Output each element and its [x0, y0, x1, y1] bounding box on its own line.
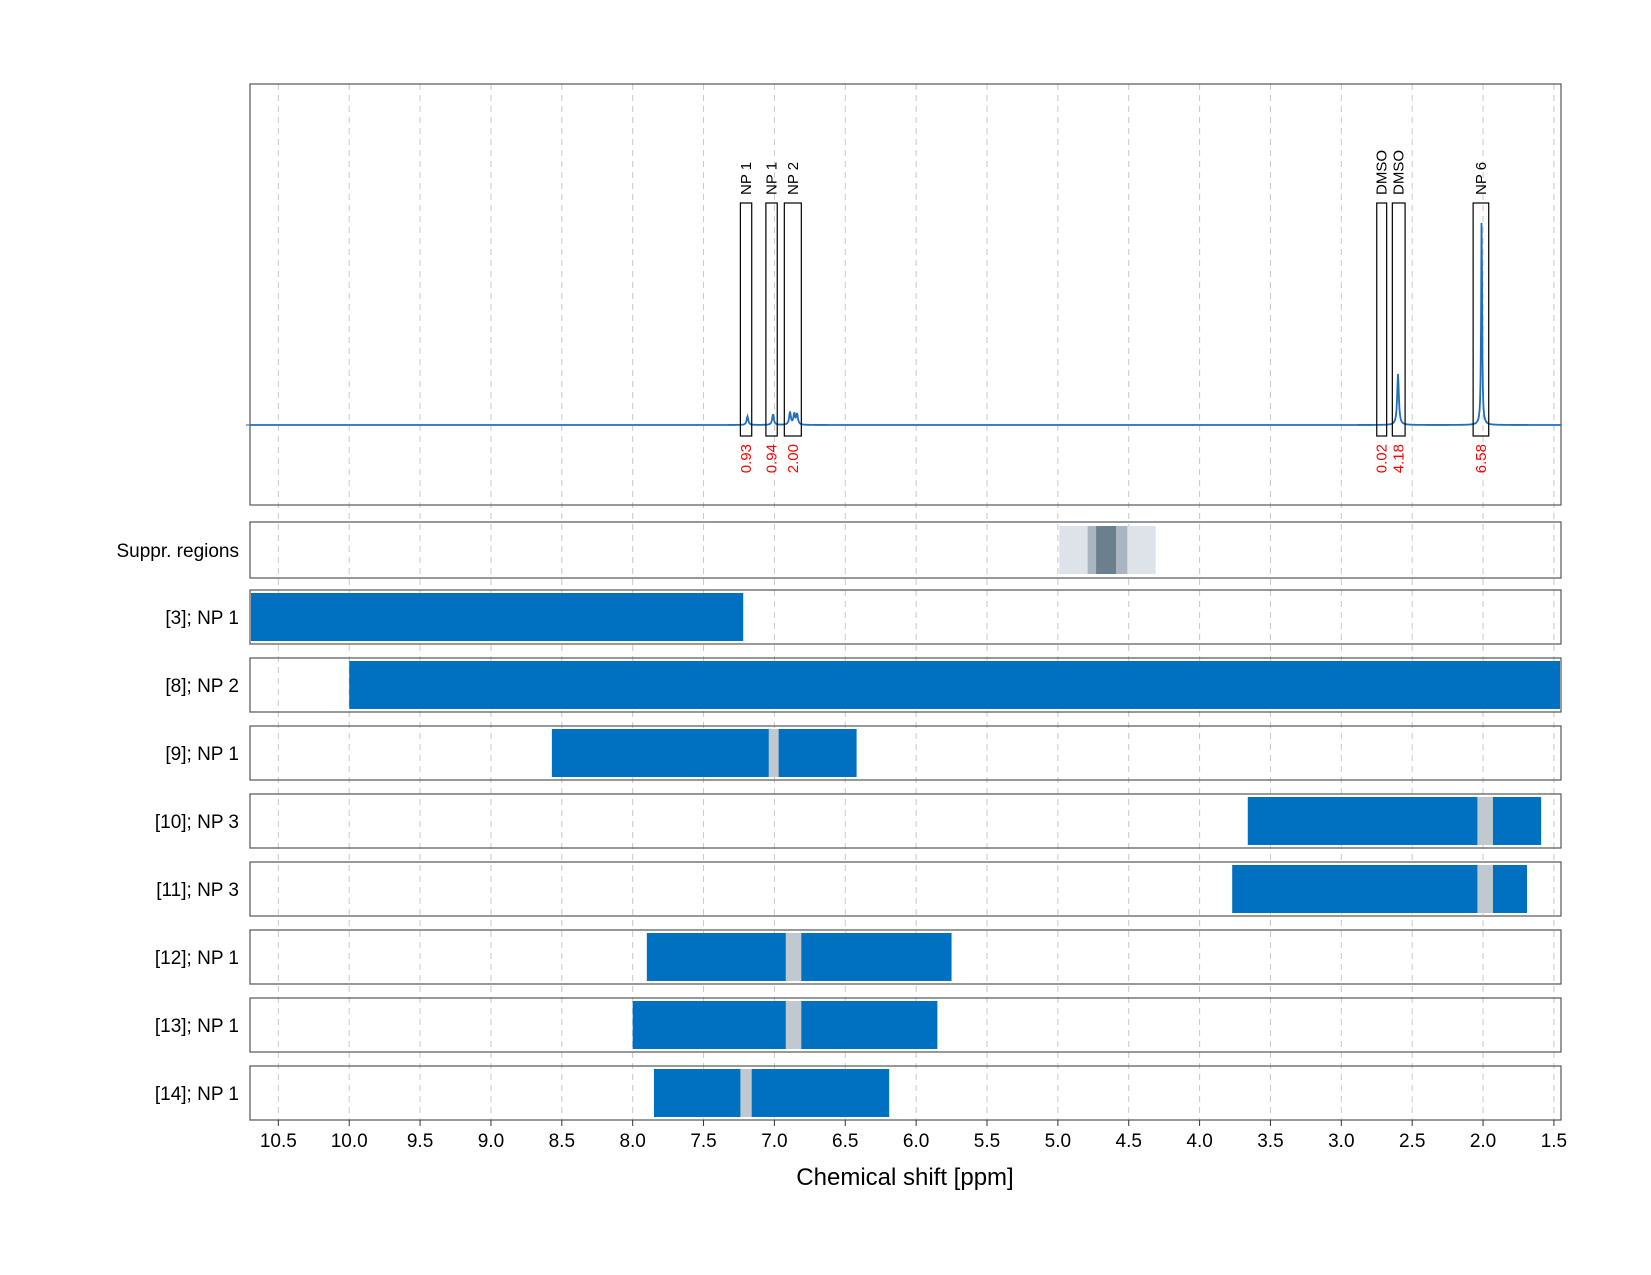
- integration-box: [783, 202, 802, 437]
- spectrum-panel: NP 1 0.93 NP 1 0.94 NP 2 2.00 DMSO 0.02 DMSO 4.18…: [246, 83, 1562, 506]
- region-bar: [349, 661, 1560, 709]
- x-tick-label: 4.5: [1116, 1131, 1142, 1152]
- integration-label: DMSO: [1374, 150, 1391, 195]
- region-bar: [551, 729, 857, 777]
- row-frame: [249, 861, 1562, 917]
- row-label: [10]; NP 3: [155, 812, 239, 833]
- region-row: [12]; NP 1: [155, 929, 1562, 985]
- x-tick-label: 8.5: [549, 1131, 575, 1152]
- x-tick-label: 3.5: [1257, 1131, 1283, 1152]
- region-row: [8]; NP 2: [165, 657, 1562, 713]
- x-tick-label: 10.5: [260, 1131, 297, 1152]
- x-tick-label: 5.0: [1045, 1131, 1071, 1152]
- suppression-label: Suppr. regions: [116, 541, 239, 562]
- x-tick-label: 2.5: [1399, 1131, 1425, 1152]
- row-label: [9]; NP 1: [165, 744, 239, 765]
- row-frame: [249, 657, 1562, 713]
- spectrum-line: [250, 222, 1561, 426]
- row-frame: [249, 589, 1562, 645]
- row-label: [13]; NP 1: [155, 1016, 239, 1037]
- integral-value: 2.00: [785, 444, 802, 473]
- integration-box: [1391, 202, 1406, 437]
- integration-label: NP 6: [1473, 162, 1490, 195]
- x-tick-label: 9.0: [478, 1131, 504, 1152]
- region-gap: [1477, 797, 1493, 845]
- region-row: [11]; NP 3: [156, 861, 1562, 917]
- x-tick-label: 6.0: [903, 1131, 929, 1152]
- x-axis: 10.5 10.0 9.5 9.0 8.5 8.0 7.5 7.0 6.5 6.0 5.5 5.0 4.…: [260, 1120, 1567, 1152]
- region-row: [3]; NP 1: [165, 589, 1562, 645]
- region-bar: [653, 1069, 890, 1117]
- region-gap: [1477, 865, 1493, 913]
- suppression-band: [1096, 526, 1116, 574]
- integral-value: 6.58: [1473, 444, 1490, 473]
- row-label: [12]; NP 1: [155, 948, 239, 969]
- integration-box: [739, 202, 753, 437]
- row-frame: [249, 997, 1562, 1053]
- integral-value: 0.93: [738, 444, 755, 473]
- region-row: [9]; NP 1: [165, 725, 1562, 781]
- region-gap: [768, 729, 779, 777]
- spectrum-frame: [249, 83, 1562, 506]
- integration-label: NP 2: [785, 162, 802, 195]
- x-tick-label: 8.0: [619, 1131, 645, 1152]
- row-label: [11]; NP 3: [156, 880, 239, 901]
- x-tick-label: 10.0: [331, 1131, 368, 1152]
- region-bar: [632, 1001, 938, 1049]
- x-tick-label: 6.5: [832, 1131, 858, 1152]
- x-tick-label: 5.5: [974, 1131, 1000, 1152]
- row-label: [14]; NP 1: [155, 1084, 239, 1105]
- region-row: [10]; NP 3: [155, 793, 1562, 849]
- x-tick-label: 2.0: [1470, 1131, 1496, 1152]
- x-tick-label: 7.0: [761, 1131, 787, 1152]
- row-label: [8]; NP 2: [165, 676, 239, 697]
- region-rows: [3]; NP 1 [8]; NP 2 [9]; NP 1 [10]; NP 3 [11…: [155, 589, 1562, 1121]
- region-gap: [785, 933, 802, 981]
- x-axis-label: Chemical shift [ppm]: [796, 1164, 1013, 1191]
- region-gap: [740, 1069, 752, 1117]
- row-frame: [249, 725, 1562, 781]
- integral-value: 4.18: [1391, 444, 1408, 473]
- integration-box: [1376, 202, 1388, 437]
- region-bar: [1247, 797, 1542, 845]
- row-frame: [249, 793, 1562, 849]
- x-tick-label: 4.0: [1186, 1131, 1212, 1152]
- integration-label: NP 1: [738, 162, 755, 195]
- region-gap: [785, 1001, 802, 1049]
- region-bar: [251, 593, 744, 641]
- x-tick-label: 3.0: [1328, 1131, 1354, 1152]
- x-tick-label: 9.5: [407, 1131, 433, 1152]
- region-row: [14]; NP 1: [155, 1065, 1562, 1121]
- integration-label: NP 1: [764, 162, 781, 195]
- row-frame: [249, 929, 1562, 985]
- x-tick-label: 1.5: [1541, 1131, 1567, 1152]
- x-tick-label: 7.5: [690, 1131, 716, 1152]
- row-label: [3]; NP 1: [165, 608, 239, 629]
- row-frame: [249, 1065, 1562, 1121]
- integral-value: 0.02: [1374, 444, 1391, 473]
- suppression-panel: Suppr. regions: [116, 521, 1562, 579]
- integration-box: [1472, 202, 1490, 437]
- integration-label: DMSO: [1391, 150, 1408, 195]
- suppression-frame: [249, 521, 1562, 579]
- region-row: [13]; NP 1: [155, 997, 1562, 1053]
- integral-value: 0.94: [764, 444, 781, 473]
- integration-box: [765, 202, 778, 437]
